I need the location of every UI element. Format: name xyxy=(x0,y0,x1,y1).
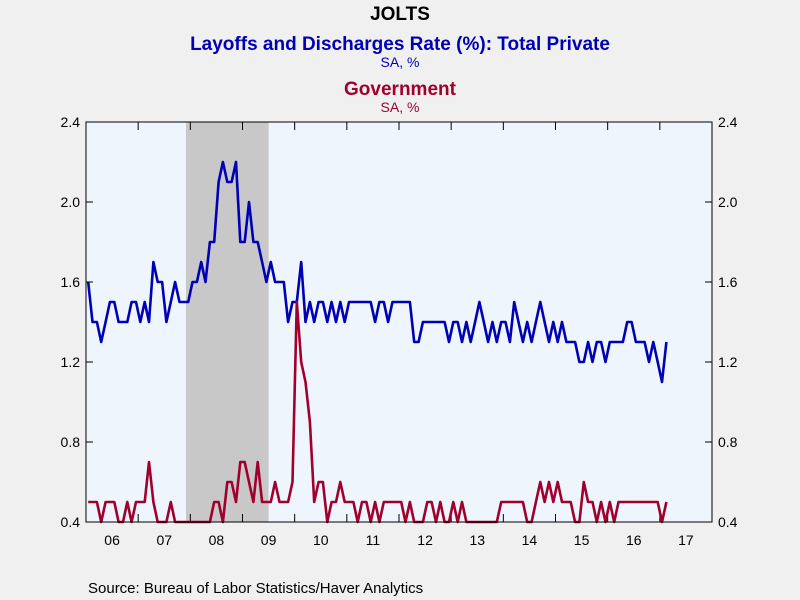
series1-units: SA, % xyxy=(381,54,420,70)
y-tick-label-left: 0.8 xyxy=(61,434,81,450)
x-tick-label: 10 xyxy=(313,532,329,548)
y-tick-label-left: 2.4 xyxy=(61,114,81,130)
x-tick-label: 15 xyxy=(574,532,590,548)
series2-title: Government xyxy=(344,79,457,100)
x-tick-label: 11 xyxy=(366,532,381,548)
source-note: Source: Bureau of Labor Statistics/Haver… xyxy=(88,580,423,597)
series-line-total-private xyxy=(86,160,668,384)
y-tick-label-left: 2.0 xyxy=(61,194,81,210)
x-tick-label: 14 xyxy=(522,532,538,548)
x-tick-label: 13 xyxy=(469,532,485,548)
chart-title: JOLTS xyxy=(370,4,430,25)
y-tick-label-left: 1.6 xyxy=(61,274,81,290)
plot-frame xyxy=(85,121,713,523)
x-tick-label: 06 xyxy=(104,532,120,548)
plot-area xyxy=(86,122,712,522)
y-tick-label-left: 0.4 xyxy=(61,514,81,530)
y-tick-label-right: 0.8 xyxy=(718,434,738,450)
x-axis: 06 07 08 09 10 11 12 13 14 15 16 17 xyxy=(104,122,694,548)
series1-title: Layoffs and Discharges Rate (%): Total P… xyxy=(190,34,610,55)
x-tick-label: 09 xyxy=(261,532,277,548)
series2-units: SA, % xyxy=(381,99,420,115)
x-tick-label: 16 xyxy=(626,532,642,548)
x-tick-label: 17 xyxy=(678,532,694,548)
x-tick-label: 07 xyxy=(156,532,172,548)
y-tick-label-right: 1.6 xyxy=(718,274,738,290)
y-tick-label-right: 2.4 xyxy=(718,114,738,130)
y-axis-left: 0.4 0.8 1.2 1.6 2.0 2.4 xyxy=(61,114,93,530)
recession-shading xyxy=(185,122,269,522)
x-tick-label: 08 xyxy=(209,532,225,548)
y-tick-label-right: 2.0 xyxy=(718,194,738,210)
y-tick-label-left: 1.2 xyxy=(61,354,81,370)
y-tick-label-right: 1.2 xyxy=(718,354,738,370)
x-tick-label: 12 xyxy=(417,532,433,548)
y-tick-label-right: 0.4 xyxy=(718,514,738,530)
